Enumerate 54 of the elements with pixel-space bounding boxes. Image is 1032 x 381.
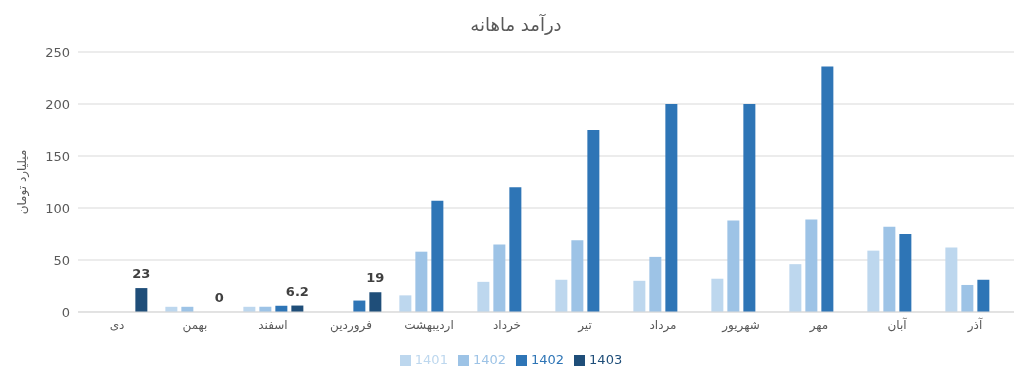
bar (977, 279, 990, 312)
bar (135, 288, 148, 312)
bar (945, 247, 958, 312)
bar (665, 104, 678, 312)
legend-label: 1402 (472, 352, 506, 367)
x-tick-label: مرداد (649, 317, 677, 333)
y-tick-label: 150 (45, 148, 70, 164)
x-tick-label: دی (109, 317, 125, 332)
bar (727, 220, 740, 312)
x-tick-label: بهمن (182, 317, 208, 333)
data-label: 6.2 (285, 283, 309, 299)
bar (805, 219, 818, 312)
bar (821, 66, 834, 312)
x-tick-label: فروردین (330, 317, 372, 333)
legend-label: 1403 (589, 352, 623, 367)
bar (633, 280, 646, 312)
legend-label: 1402 (531, 352, 565, 367)
bar (883, 226, 896, 312)
bar (555, 279, 568, 312)
bar (961, 284, 974, 312)
data-label: 19 (366, 270, 385, 286)
y-tick-label: 250 (45, 44, 70, 60)
bar (431, 200, 444, 312)
x-tick-label: آذر (966, 316, 983, 333)
data-label: 0 (214, 289, 224, 305)
y-tick-label: 0 (61, 304, 70, 320)
x-tick-label: آبان (887, 316, 908, 332)
bar (711, 278, 724, 312)
x-tick-label: تیر (577, 317, 592, 333)
x-tick-label: مهر (808, 317, 829, 333)
bar (415, 251, 428, 312)
x-tick-label: خرداد (492, 317, 522, 333)
chart-title: درآمد ماهانه (469, 13, 563, 37)
bar (649, 256, 662, 312)
bar (743, 104, 756, 312)
y-tick-label: 100 (45, 200, 70, 216)
y-axis-title: میلیارد تومان (15, 149, 31, 215)
bar (867, 250, 880, 312)
bar (571, 240, 584, 312)
bar (399, 295, 412, 312)
bar (899, 234, 912, 312)
bar (587, 130, 600, 312)
data-label: 23 (132, 266, 151, 282)
bar (493, 244, 506, 312)
bar (789, 264, 802, 312)
x-tick-label: شهریور (721, 317, 760, 333)
x-tick-label: اردیبهشت (404, 317, 454, 333)
bar (477, 281, 490, 312)
y-tick-label: 50 (53, 252, 70, 268)
legend-label: 1401 (414, 352, 448, 367)
y-tick-label: 200 (45, 96, 70, 112)
bar (369, 292, 382, 312)
bar (509, 187, 522, 312)
x-tick-label: اسفند (258, 317, 288, 332)
